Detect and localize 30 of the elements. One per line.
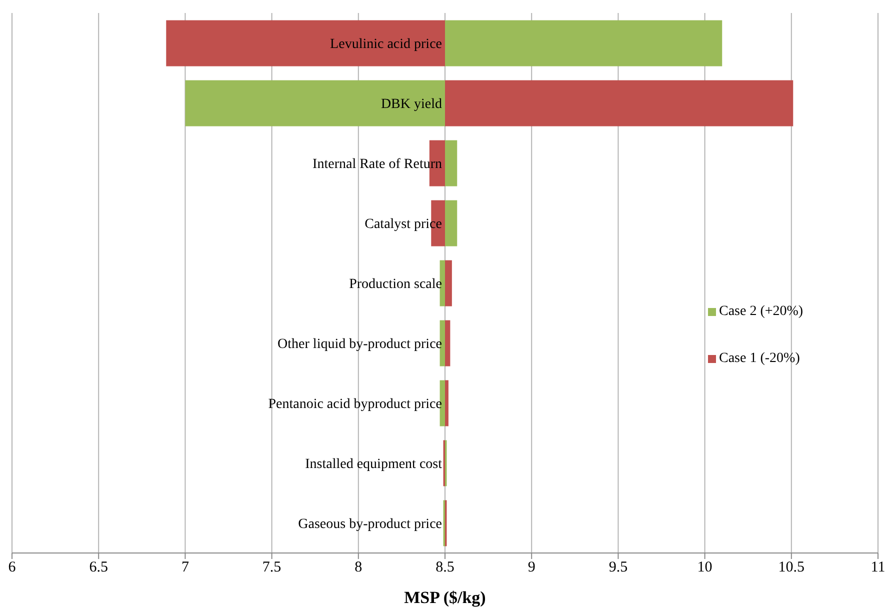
x-tick-label: 9.5: [608, 560, 628, 576]
y-tick-label: Levulinic acid price: [330, 37, 442, 52]
x-tick-label: 6.5: [89, 560, 108, 576]
bar: [445, 260, 452, 306]
x-tick-label: 9: [528, 560, 536, 576]
x-axis-title: MSP ($/kg): [404, 588, 486, 607]
bar: [445, 380, 448, 426]
x-tick-label: 8.5: [436, 560, 454, 576]
bar: [440, 380, 445, 426]
bar: [185, 80, 445, 126]
x-tick-label: 10: [697, 560, 712, 576]
y-tick-label: DBK yield: [380, 97, 442, 112]
x-tick-label: 6: [8, 560, 16, 576]
bar: [445, 200, 458, 246]
y-tick-label: Installed equipment cost: [305, 457, 442, 472]
bar: [440, 320, 445, 366]
legend-label: Case 2 (+20%): [719, 304, 804, 320]
x-tick-label: 7.5: [262, 560, 282, 576]
x-tick-label: 11: [870, 560, 886, 576]
bar: [445, 80, 794, 126]
bar: [166, 20, 445, 66]
x-tick-label: 7: [181, 560, 190, 576]
bar: [440, 260, 445, 306]
legend-label: Case 1 (-20%): [719, 350, 800, 366]
x-tick-label: 8: [354, 560, 362, 576]
bar: [445, 320, 450, 366]
x-tick-label: 10.5: [778, 560, 805, 576]
bar: [445, 20, 722, 66]
y-tick-label: Gaseous by-product price: [298, 517, 442, 532]
bar: [445, 140, 458, 186]
